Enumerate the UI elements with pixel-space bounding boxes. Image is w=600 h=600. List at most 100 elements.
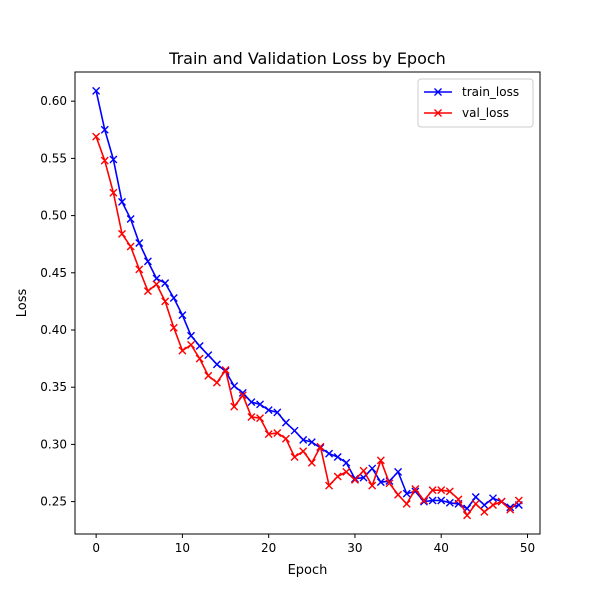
data-point-marker bbox=[376, 456, 385, 465]
data-point-marker bbox=[333, 472, 342, 481]
data-point-marker bbox=[264, 406, 273, 415]
data-point-marker bbox=[238, 391, 247, 400]
x-tick-label: 20 bbox=[261, 541, 276, 555]
data-point-marker bbox=[195, 342, 204, 351]
data-point-marker bbox=[299, 447, 308, 456]
data-point-marker bbox=[333, 453, 342, 461]
data-point-marker bbox=[161, 279, 170, 288]
plot-frame bbox=[74, 71, 541, 535]
data-point-marker bbox=[109, 188, 118, 197]
data-point-marker bbox=[281, 418, 290, 427]
legend-swatch-marker bbox=[434, 109, 442, 117]
data-point-marker bbox=[281, 434, 290, 443]
data-point-marker bbox=[221, 366, 230, 375]
data-point-marker bbox=[273, 428, 282, 437]
series-line bbox=[95, 136, 520, 517]
data-point-marker bbox=[316, 442, 325, 451]
data-point-marker bbox=[100, 156, 109, 165]
data-point-marker bbox=[471, 493, 480, 502]
data-point-marker bbox=[126, 215, 135, 224]
data-point-marker bbox=[204, 371, 213, 380]
data-point-marker bbox=[118, 229, 127, 238]
data-point-marker bbox=[428, 496, 437, 505]
data-point-marker bbox=[230, 402, 239, 411]
data-point-marker bbox=[445, 498, 454, 507]
series-line bbox=[95, 90, 520, 510]
data-point-marker bbox=[195, 354, 204, 363]
x-tick-label: 50 bbox=[520, 541, 535, 555]
data-point-marker bbox=[488, 501, 497, 510]
data-point-marker bbox=[256, 414, 265, 423]
data-point-marker bbox=[342, 458, 351, 467]
x-tick-label: 40 bbox=[434, 541, 449, 555]
data-point-marker bbox=[419, 496, 428, 505]
data-point-marker bbox=[445, 487, 454, 496]
data-point-marker bbox=[118, 197, 127, 206]
x-tick-label: 0 bbox=[92, 541, 100, 555]
data-point-marker bbox=[454, 495, 463, 504]
data-point-marker bbox=[92, 132, 101, 141]
data-point-marker bbox=[463, 511, 472, 520]
data-point-marker bbox=[419, 497, 428, 506]
data-point-marker bbox=[161, 297, 170, 306]
y-axis: 0.25 0.30 0.35 0.40 0.45 0.50 0.55 0.60 bbox=[40, 94, 75, 509]
y-tick-label: 0.30 bbox=[40, 437, 67, 451]
legend-entry: train_loss bbox=[424, 85, 519, 99]
data-point-marker bbox=[109, 155, 118, 164]
data-point-marker bbox=[135, 239, 144, 248]
data-point-marker bbox=[480, 501, 489, 510]
data-point-marker bbox=[411, 485, 420, 494]
y-tick-label: 0.55 bbox=[40, 151, 67, 165]
data-point-marker bbox=[169, 323, 178, 332]
data-point-marker bbox=[273, 408, 282, 417]
data-point-marker bbox=[307, 458, 316, 467]
data-point-marker bbox=[385, 479, 394, 488]
data-point-marker bbox=[437, 486, 446, 495]
data-point-marker bbox=[178, 346, 187, 355]
series-val-loss bbox=[92, 132, 523, 520]
chart-title: Train and Validation Loss by Epoch bbox=[168, 49, 446, 68]
data-point-marker bbox=[178, 311, 187, 320]
legend-box bbox=[417, 78, 534, 128]
data-point-marker bbox=[290, 453, 299, 461]
data-point-marker bbox=[402, 489, 411, 498]
data-point-marker bbox=[359, 466, 368, 475]
data-point-marker bbox=[152, 280, 161, 289]
legend-swatch-marker bbox=[434, 88, 442, 96]
data-point-marker bbox=[480, 507, 489, 516]
data-point-marker bbox=[143, 257, 152, 266]
data-point-marker bbox=[506, 505, 515, 514]
y-tick-label: 0.45 bbox=[40, 266, 67, 280]
data-point-marker bbox=[238, 388, 247, 397]
y-axis-label: Loss bbox=[15, 289, 30, 318]
data-point-marker bbox=[506, 503, 515, 512]
data-point-marker bbox=[342, 467, 351, 476]
legend-label: train_loss bbox=[462, 85, 519, 99]
data-point-marker bbox=[376, 478, 385, 487]
legend-label: val_loss bbox=[462, 106, 509, 120]
data-point-marker bbox=[247, 412, 256, 421]
data-point-marker bbox=[100, 125, 109, 134]
data-point-marker bbox=[212, 360, 221, 369]
data-point-marker bbox=[264, 430, 273, 439]
data-point-marker bbox=[290, 426, 299, 435]
data-point-marker bbox=[514, 496, 523, 505]
data-point-marker bbox=[368, 481, 377, 490]
data-point-marker bbox=[497, 497, 506, 506]
data-point-marker bbox=[402, 499, 411, 508]
data-point-marker bbox=[187, 340, 196, 349]
data-point-marker bbox=[135, 265, 144, 274]
y-tick-label: 0.50 bbox=[40, 209, 67, 223]
data-point-marker bbox=[394, 490, 403, 499]
data-point-marker bbox=[428, 486, 437, 495]
data-point-marker bbox=[126, 242, 135, 251]
data-point-marker bbox=[471, 499, 480, 508]
data-point-marker bbox=[325, 449, 334, 458]
series-train-loss bbox=[92, 86, 523, 513]
data-point-marker bbox=[299, 435, 308, 444]
x-axis: 0 10 20 30 40 50 bbox=[92, 534, 535, 555]
data-point-marker bbox=[368, 464, 377, 473]
data-point-marker bbox=[325, 481, 334, 490]
